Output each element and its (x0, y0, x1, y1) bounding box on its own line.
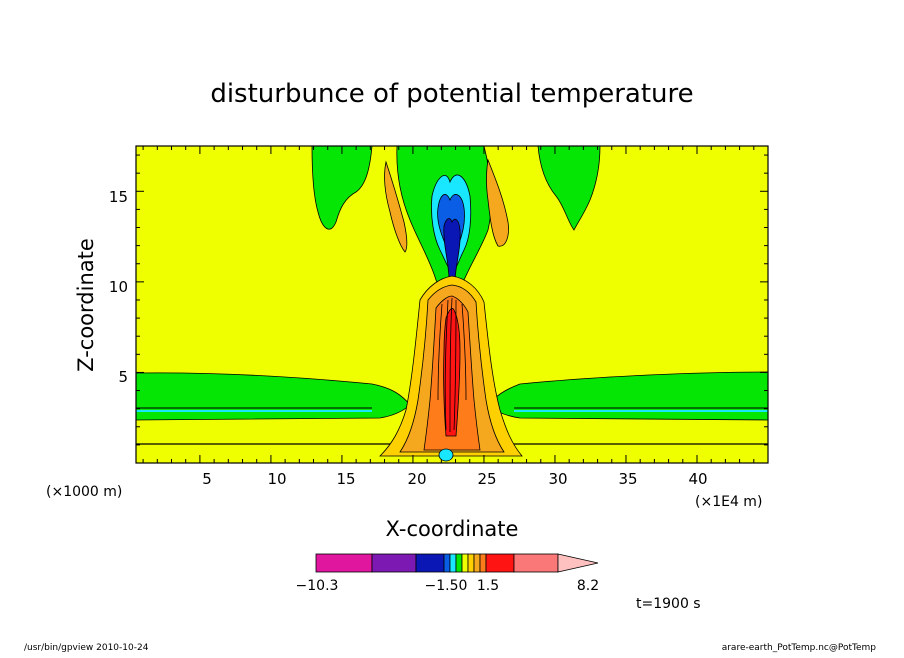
x-tick-label: 5 (202, 470, 212, 488)
x-tick-label: 15 (336, 470, 355, 488)
contour-plume-red (443, 308, 461, 437)
colorbar-label: 1.5 (477, 578, 499, 594)
colorbar-swatch (415, 553, 445, 573)
y-tick-label: 10 (109, 278, 128, 296)
colorbar-swatch (449, 553, 457, 573)
x-tick-label: 40 (688, 470, 707, 488)
chart-title: disturbunce of potential temperature (210, 79, 693, 109)
plot-frame (135, 145, 769, 464)
axis-ticks (136, 146, 768, 463)
y-tick-label: 15 (109, 188, 128, 206)
colorbar (315, 553, 599, 573)
x-tick-label: 35 (618, 470, 637, 488)
contour-orange-streak-left (384, 160, 408, 253)
colorbar-arrow (557, 553, 599, 573)
y-tick-labels: 5 10 15 (109, 188, 128, 386)
footer-left: /usr/bin/gpview 2010-10-24 (24, 643, 149, 653)
colorbar-swatch (371, 553, 417, 573)
colorbar-label: −1.50 (425, 578, 468, 594)
contour-green-top-right (537, 146, 601, 231)
contour-lines-core (437, 297, 467, 433)
colorbar-label: −10.3 (296, 578, 339, 594)
colorbar-swatch (485, 553, 515, 573)
x-tick-labels: 5 10 15 20 25 30 35 40 (202, 470, 707, 488)
contour-base-blob (438, 448, 454, 462)
contour-green-top-left (311, 146, 373, 230)
time-annotation: t=1900 s (636, 596, 701, 612)
plot-area (136, 146, 768, 463)
colorbar-swatch (473, 553, 481, 573)
colorbar-swatch (513, 553, 559, 573)
x-unit-note: (×1E4 m) (695, 494, 762, 510)
x-tick-label: 30 (548, 470, 567, 488)
y-tick-label: 5 (118, 368, 128, 386)
x-tick-label: 20 (407, 470, 426, 488)
colorbar-swatch (479, 553, 487, 573)
colorbar-labels: −10.3 −1.50 1.5 8.2 (296, 578, 600, 594)
x-axis-label: X-coordinate (386, 517, 519, 541)
y-axis-label: Z-coordinate (74, 238, 98, 372)
contour-plume-darkblue (443, 218, 461, 297)
colorbar-swatch (315, 553, 373, 573)
x-tick-label: 25 (477, 470, 496, 488)
y-unit-note: (×1000 m) (46, 484, 122, 500)
colorbar-swatch (467, 553, 475, 573)
x-tick-label: 10 (267, 470, 286, 488)
colorbar-label: 8.2 (577, 578, 599, 594)
contour-orange-streak-right (486, 158, 509, 247)
colorbar-swatch (443, 553, 451, 573)
footer-right: arare-earth_PotTemp.nc@PotTemp (722, 643, 877, 653)
colorbar-swatch (455, 553, 463, 573)
colorbar-swatch (461, 553, 469, 573)
